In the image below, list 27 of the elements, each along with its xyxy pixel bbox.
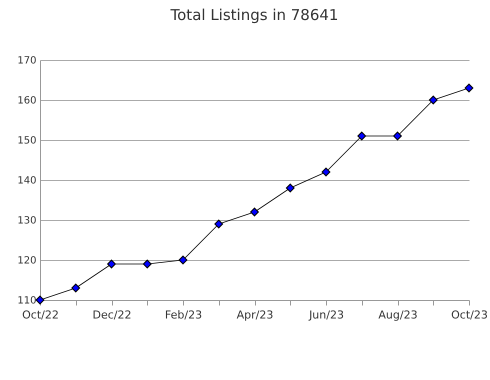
y-tick-label: 140: [17, 176, 36, 186]
x-tick-label: Oct/23: [451, 308, 488, 322]
point: [322, 168, 330, 176]
point: [464, 84, 474, 92]
point: [71, 284, 80, 292]
chart-title: Total Listings in 78641: [170, 6, 338, 24]
point: [142, 260, 152, 268]
y-tick-label: 120: [17, 256, 36, 266]
y-tick-label: 110: [17, 296, 36, 306]
point: [107, 260, 116, 268]
x-tick-label: Dec/22: [92, 308, 132, 322]
y-tick-label: 130: [17, 216, 36, 226]
x-tick-label: Feb/23: [164, 308, 202, 322]
point: [357, 132, 366, 140]
point: [428, 96, 438, 104]
x-tick-label: Jun/23: [308, 308, 344, 322]
y-tick-label: 170: [17, 56, 36, 66]
y-tick-label: 160: [17, 96, 36, 106]
point: [250, 208, 259, 216]
x-tick-label: Oct/22: [22, 308, 59, 322]
y-tick-label: 150: [17, 136, 36, 146]
point: [214, 220, 224, 228]
point: [286, 184, 295, 192]
point: [178, 256, 188, 264]
x-tick-label: Aug/23: [378, 308, 418, 322]
point: [393, 132, 402, 140]
x-tick-label: Apr/23: [236, 308, 274, 322]
